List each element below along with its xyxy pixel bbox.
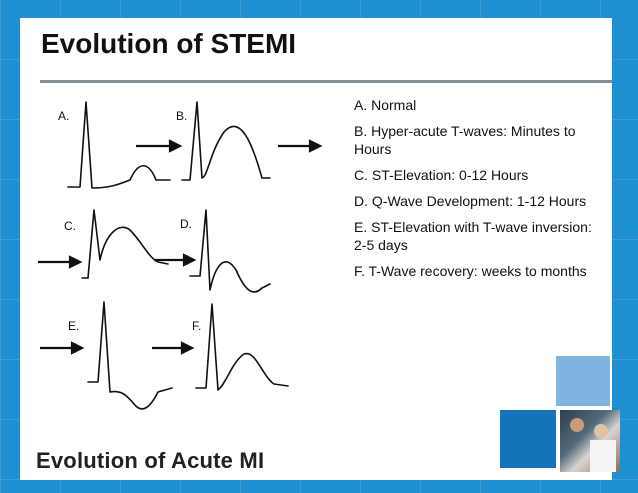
- ecg-trace-f: [195, 303, 289, 391]
- arrow-e-to-f-head: [180, 341, 195, 355]
- arrow-b-out-head: [308, 139, 323, 153]
- arrow-c-to-d-head: [182, 253, 197, 267]
- ecg-trace-a: [67, 101, 171, 189]
- photo-person-2: [594, 424, 608, 438]
- ecg-figure: A. B. C. D. E. F.: [30, 92, 326, 476]
- panel-label-d: D.: [180, 217, 192, 231]
- stage-item-e: E. ST-Elevation with T-wave inversion: 2…: [354, 219, 592, 253]
- arrow-a-to-b-head: [168, 139, 183, 153]
- panel-label-a: A.: [58, 109, 69, 123]
- slide-title: Evolution of STEMI: [41, 28, 297, 59]
- panel-label-e: E.: [68, 319, 79, 333]
- accent-tile-dark: [500, 410, 556, 468]
- ecg-trace-c: [81, 209, 169, 279]
- arrow-e-in-head: [70, 341, 85, 355]
- photo-white-coat: [590, 440, 616, 472]
- stage-item-d: D. Q-Wave Development: 1-12 Hours: [354, 193, 587, 209]
- photo-person-1: [570, 418, 584, 432]
- clinicians-photo: [560, 410, 620, 472]
- stage-list: A. Normal B. Hyper-acute T-waves: Minute…: [354, 96, 606, 288]
- stage-item-a: A. Normal: [354, 97, 417, 113]
- ecg-trace-d: [189, 209, 271, 293]
- ecg-trace-b: [181, 101, 271, 181]
- stage-item-c: C. ST-Elevation: 0-12 Hours: [354, 167, 529, 183]
- ecg-diagram: A. B. C. D. E. F.: [38, 101, 323, 410]
- figure-caption: Evolution of Acute MI: [36, 448, 265, 473]
- panel-label-c: C.: [64, 219, 76, 233]
- stage-item-b: B. Hyper-acute T-waves: Minutes to Hours: [354, 123, 576, 157]
- ecg-trace-e: [87, 301, 173, 410]
- stage-item-f: F. T-Wave recovery: weeks to months: [354, 263, 587, 279]
- arrow-c-in-head: [68, 255, 83, 269]
- panel-label-f: F.: [192, 319, 201, 333]
- title-divider: [40, 80, 612, 83]
- panel-label-b: B.: [176, 109, 187, 123]
- accent-tile-light: [556, 356, 610, 406]
